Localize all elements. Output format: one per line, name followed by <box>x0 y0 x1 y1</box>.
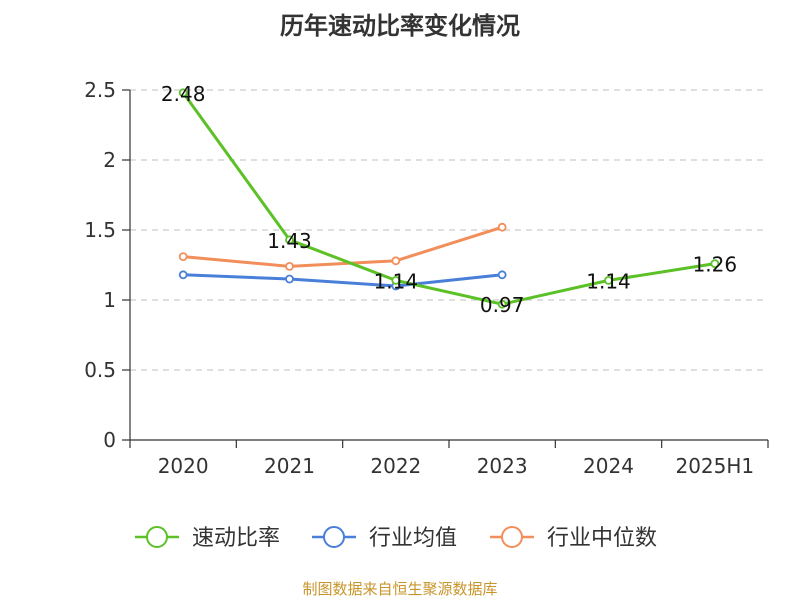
data-point <box>285 235 294 245</box>
data-point <box>604 275 613 285</box>
source-note: 制图数据来自恒生聚源数据库 <box>302 580 498 598</box>
series-line <box>183 273 503 288</box>
legend: 速动比率 行业均值 行业中位数 <box>135 526 657 551</box>
legend-marker <box>146 526 168 548</box>
y-tick-label: 1.5 <box>84 218 116 242</box>
grid-lines <box>130 89 768 371</box>
legend-marker <box>323 526 345 548</box>
x-tick-label: 2020 <box>158 454 209 478</box>
legend-item: 行业均值 <box>312 526 457 551</box>
data-point <box>178 270 188 280</box>
data-point <box>391 275 401 285</box>
x-tick-label: 2021 <box>264 454 315 478</box>
data-label: 2.48 <box>161 82 206 106</box>
data-label: 1.14 <box>374 269 419 293</box>
data-point <box>285 274 294 284</box>
y-tick-label: 2 <box>103 148 116 172</box>
x-tick-label: 2023 <box>477 454 528 478</box>
data-point <box>710 259 720 269</box>
axes: 0 0.5 1 1.5 2 2.5 2020 2021 2022 2023 2024 2025H1 <box>84 78 769 478</box>
data-point <box>497 299 507 309</box>
series-lines <box>178 88 720 309</box>
legend-item: 行业中位数 <box>490 526 657 551</box>
data-point <box>497 222 507 232</box>
legend-marker <box>501 526 523 548</box>
y-tick-label: 2.5 <box>84 78 116 102</box>
data-point <box>497 270 507 280</box>
series-line <box>183 225 503 268</box>
series-line <box>181 91 716 306</box>
data-labels: 2.48 1.43 1.14 0.97 1.14 1.26 <box>161 82 737 317</box>
x-tick-label: 2025H1 <box>675 454 754 478</box>
data-point <box>178 88 188 98</box>
legend-label: 速动比率 <box>192 526 280 551</box>
data-label: 1.14 <box>586 269 631 293</box>
data-label: 1.26 <box>693 253 738 277</box>
data-label: 1.43 <box>267 229 312 253</box>
y-tick-label: 0 <box>103 428 116 452</box>
x-tick-label: 2024 <box>583 454 634 478</box>
data-label: 0.97 <box>480 293 525 317</box>
data-point <box>178 252 188 262</box>
legend-item: 速动比率 <box>135 526 280 551</box>
chart-title: 历年速动比率变化情况 <box>280 12 520 40</box>
data-point <box>285 261 294 271</box>
x-tick-label: 2022 <box>370 454 421 478</box>
legend-label: 行业均值 <box>369 526 457 551</box>
y-tick-label: 1 <box>103 288 116 312</box>
y-tick-label: 0.5 <box>84 358 116 382</box>
data-point <box>391 256 401 266</box>
legend-label: 行业中位数 <box>547 526 657 551</box>
